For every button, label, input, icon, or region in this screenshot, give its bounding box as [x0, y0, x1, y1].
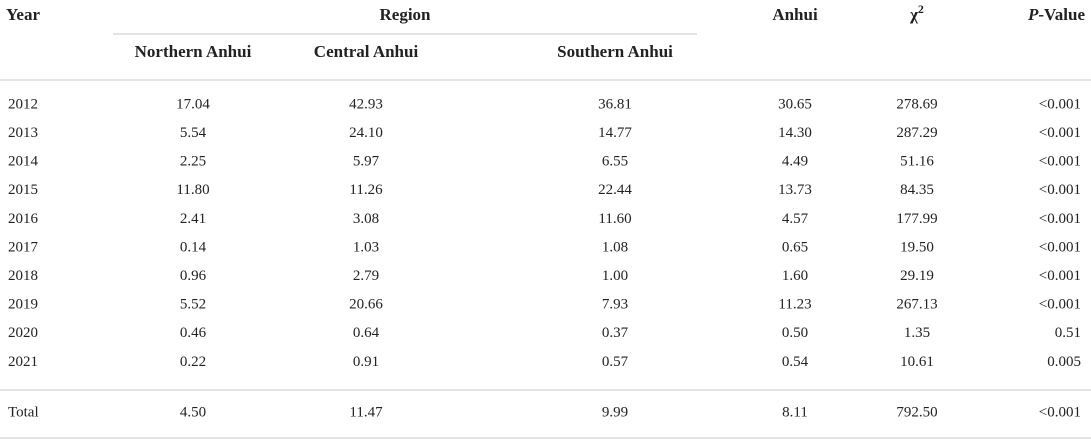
cell: 278.69	[896, 96, 937, 112]
cell: 287.29	[896, 125, 937, 141]
cell: 0.51	[1055, 325, 1081, 341]
p-suffix: -Value	[1038, 5, 1085, 24]
cell: <0.001	[1039, 211, 1081, 227]
cell: 13.73	[778, 182, 812, 198]
cell: 2015	[8, 182, 38, 198]
cell: 10.61	[900, 354, 934, 370]
header-anhui: Anhui	[772, 5, 818, 24]
cell: 4.57	[782, 211, 809, 227]
cell: 11.23	[778, 297, 811, 313]
cell: 29.19	[900, 268, 934, 284]
cell: <0.001	[1039, 96, 1081, 112]
cell: <0.001	[1039, 268, 1081, 284]
cell: 1.08	[602, 239, 628, 255]
cell: 4.50	[180, 404, 206, 420]
cell: 0.96	[180, 268, 207, 284]
header-region: Region	[380, 5, 432, 24]
cell: 2.41	[180, 211, 206, 227]
cell: 2016	[8, 211, 39, 227]
cell: 5.97	[353, 154, 380, 170]
cell: <0.001	[1039, 125, 1081, 141]
cell: 2017	[8, 239, 39, 255]
cell: 2020	[8, 325, 38, 341]
cell: 177.99	[896, 211, 937, 227]
cell: 4.49	[782, 154, 808, 170]
cell: 14.77	[598, 125, 632, 141]
cell: 792.50	[896, 404, 937, 420]
cell: 267.13	[896, 297, 937, 313]
cell: 7.93	[602, 297, 628, 313]
cell: 2014	[8, 154, 39, 170]
cell: 20.66	[349, 297, 383, 313]
cell: 0.50	[782, 325, 808, 341]
cell: 2021	[8, 354, 38, 370]
header-year: Year	[6, 5, 40, 24]
cell: 1.60	[782, 268, 808, 284]
cell: <0.001	[1039, 182, 1081, 198]
cell: 51.16	[900, 154, 934, 170]
cell: 2019	[8, 297, 38, 313]
cell: 36.81	[598, 96, 632, 112]
cell: 5.54	[180, 125, 207, 141]
cell: 0.22	[180, 354, 206, 370]
cell: 5.52	[180, 297, 206, 313]
cell: 2012	[8, 96, 38, 112]
cell: 1.35	[904, 325, 930, 341]
cell: 0.46	[180, 325, 207, 341]
cell: 30.65	[778, 96, 812, 112]
cell: <0.001	[1039, 154, 1081, 170]
cell: 11.47	[349, 404, 383, 420]
cell: 2.25	[180, 154, 206, 170]
cell: 19.50	[900, 239, 934, 255]
cell: 11.80	[176, 182, 209, 198]
cell: 2.79	[353, 268, 379, 284]
cell: 24.10	[349, 125, 383, 141]
cell: 0.64	[353, 325, 380, 341]
header-p-value: P-Value	[1027, 5, 1085, 24]
cell: 84.35	[900, 182, 934, 198]
cell: 2018	[8, 268, 38, 284]
cell: 3.08	[353, 211, 379, 227]
p: P	[1027, 5, 1039, 24]
cell: 14.30	[778, 125, 812, 141]
cell: 11.26	[349, 182, 383, 198]
cell: 42.93	[349, 96, 383, 112]
cell: 2013	[8, 125, 38, 141]
cell: 0.57	[602, 354, 629, 370]
cell: 0.91	[353, 354, 379, 370]
cell: 0.14	[180, 239, 207, 255]
cell: <0.001	[1039, 239, 1081, 255]
header-southern: Southern Anhui	[557, 42, 673, 61]
cell: 22.44	[598, 182, 632, 198]
cell: 1.03	[353, 239, 379, 255]
header-central: Central Anhui	[314, 42, 419, 61]
cell: Total	[8, 404, 39, 420]
cell: 6.55	[602, 154, 628, 170]
cell: 1.00	[602, 268, 628, 284]
header-northern: Northern Anhui	[135, 42, 252, 61]
chi: χ	[909, 5, 918, 24]
header-chi-square: χ2	[909, 2, 924, 24]
cell: 0.005	[1047, 354, 1081, 370]
cell: 0.54	[782, 354, 809, 370]
cell: <0.001	[1039, 404, 1081, 420]
cell: 0.65	[782, 239, 808, 255]
cell: 9.99	[602, 404, 628, 420]
chi-sup: 2	[918, 2, 924, 16]
cell: 11.60	[598, 211, 631, 227]
cell: <0.001	[1039, 297, 1081, 313]
cell: 0.37	[602, 325, 629, 341]
cell: 17.04	[176, 96, 210, 112]
cell: 8.11	[782, 404, 808, 420]
